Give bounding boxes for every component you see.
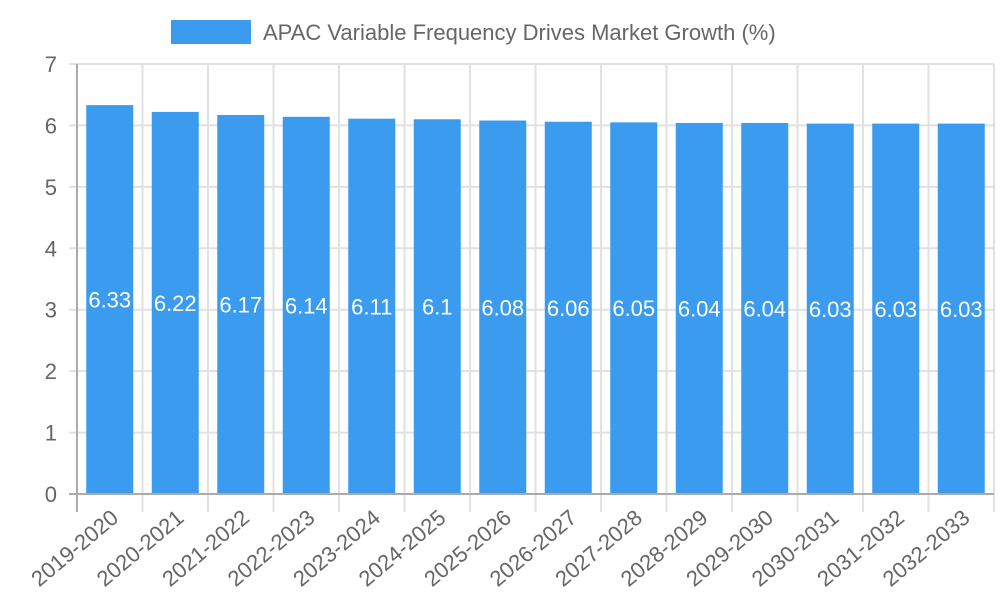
data-label: 6.08 [481,295,524,320]
y-tick-labels: 0 1 2 3 4 5 6 7 [45,52,57,507]
bar [675,122,723,494]
data-label: 6.17 [219,292,262,317]
data-label: 6.03 [809,297,852,322]
legend[interactable]: APAC Variable Frequency Drives Market Gr… [171,20,776,45]
y-tick-label: 5 [45,175,57,200]
bar [544,121,592,494]
bar [806,123,854,494]
bar [479,120,527,494]
data-label: 6.06 [547,296,590,321]
y-tick-label: 4 [45,236,57,261]
y-tick-label: 2 [45,359,57,384]
bar [413,119,461,495]
y-tick-label: 0 [45,482,57,507]
bar [282,116,330,494]
data-label: 6.1 [422,295,453,320]
bar [610,122,658,494]
legend-label: APAC Variable Frequency Drives Market Gr… [263,20,776,45]
bar [872,123,920,494]
y-tick-label: 6 [45,113,57,138]
data-label: 6.33 [88,288,131,313]
x-tick-labels: 2019-20202020-20212021-20222022-20232023… [26,505,974,592]
data-label: 6.04 [743,296,786,321]
y-tick-label: 3 [45,298,57,323]
bar [151,111,199,495]
gridlines [69,63,995,512]
bar [217,114,265,494]
bar [937,123,985,494]
data-label: 6.22 [154,291,197,316]
y-tick-label: 7 [45,52,57,77]
data-label: 6.04 [678,296,721,321]
y-tick-label: 1 [45,421,57,446]
bar [741,122,789,494]
legend-swatch [171,20,251,44]
bar [86,105,134,495]
data-labels: 6.33 6.22 6.17 6.14 6.11 6.1 6.08 6.06 6.05 6.04 6… [88,288,982,322]
data-label: 6.03 [874,297,917,322]
data-label: 6.03 [940,297,983,322]
bar [348,118,396,495]
data-label: 6.11 [351,294,392,319]
data-label: 6.05 [612,296,655,321]
axes [69,64,994,512]
bars [86,105,985,495]
data-label: 6.14 [285,293,328,318]
